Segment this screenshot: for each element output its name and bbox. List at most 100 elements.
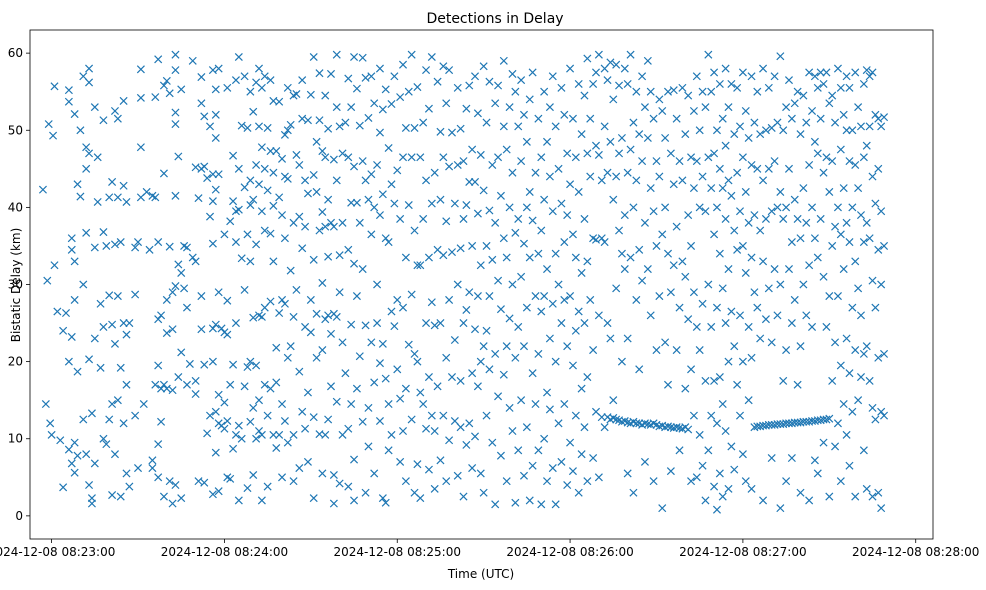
data-point [165, 242, 174, 251]
data-point [502, 342, 511, 351]
data-point [566, 292, 575, 301]
data-point [859, 153, 868, 162]
data-point [545, 334, 554, 343]
data-point [249, 195, 258, 204]
data-point [880, 241, 889, 250]
data-point [655, 172, 664, 181]
data-point [422, 319, 431, 328]
data-point [790, 295, 799, 304]
data-point [197, 292, 206, 301]
data-point [724, 103, 733, 112]
data-point [113, 292, 122, 301]
data-point [367, 338, 376, 347]
data-point [638, 157, 647, 166]
data-point [868, 68, 877, 77]
data-point [782, 477, 791, 486]
data-point [744, 322, 753, 331]
x-tick-label: 2024-12-08 08:28:00 [852, 545, 979, 559]
data-point [868, 276, 877, 285]
data-point [335, 251, 344, 260]
data-point [730, 226, 739, 235]
data-point [586, 114, 595, 123]
data-point [401, 477, 410, 486]
data-point [413, 261, 422, 270]
data-point [260, 226, 269, 235]
data-points [38, 50, 889, 514]
data-point [557, 457, 566, 466]
data-point [171, 66, 180, 75]
data-point [669, 86, 678, 95]
data-point [422, 424, 431, 433]
data-point [243, 484, 252, 493]
data-point [358, 417, 367, 426]
data-point [537, 500, 546, 509]
data-point [82, 228, 91, 237]
data-point [747, 484, 756, 493]
data-point [407, 153, 416, 162]
data-point [859, 238, 868, 247]
data-point [318, 207, 327, 217]
data-point [309, 413, 318, 422]
data-point [205, 122, 215, 131]
data-point [816, 214, 825, 223]
data-point [301, 176, 310, 185]
data-point [378, 494, 387, 503]
data-point [226, 217, 235, 226]
data-point [407, 290, 416, 299]
data-point [678, 176, 687, 185]
data-point [816, 68, 825, 77]
data-point [154, 440, 163, 449]
data-point [494, 276, 503, 285]
data-point [491, 500, 500, 509]
data-point [845, 461, 854, 470]
data-point [422, 66, 431, 75]
data-point [735, 311, 745, 320]
data-point [226, 474, 235, 483]
data-point [868, 403, 877, 412]
data-point [79, 280, 88, 289]
data-point [842, 72, 851, 81]
data-point [537, 226, 546, 235]
data-point [410, 123, 419, 132]
data-point [151, 193, 160, 202]
data-point [730, 465, 739, 474]
data-point [810, 456, 819, 465]
data-point [352, 198, 361, 207]
data-point [499, 234, 508, 243]
data-point [67, 234, 76, 243]
y-tick-label: 60 [8, 46, 23, 60]
data-point [131, 411, 140, 420]
data-point [623, 469, 632, 478]
data-point [200, 162, 209, 171]
data-point [326, 69, 336, 78]
data-point [131, 290, 140, 299]
data-point [341, 369, 350, 378]
data-point [594, 473, 603, 482]
data-point [494, 153, 503, 162]
data-point [312, 353, 321, 362]
data-point [252, 160, 261, 169]
data-point [301, 424, 310, 433]
data-point [831, 442, 840, 451]
data-point [315, 69, 324, 78]
data-point [370, 203, 379, 212]
data-point [586, 295, 595, 304]
data-point [710, 482, 719, 491]
data-point [113, 396, 122, 405]
data-point [413, 460, 422, 469]
data-point [99, 228, 108, 237]
data-point [373, 319, 382, 328]
data-point [50, 261, 59, 270]
data-point [733, 245, 742, 254]
data-point [854, 396, 863, 405]
data-point [810, 234, 819, 243]
data-point [727, 307, 736, 316]
data-point [819, 79, 828, 89]
data-point [623, 79, 632, 89]
data-point [810, 72, 819, 81]
data-point [278, 295, 287, 304]
data-point [589, 346, 598, 355]
data-point [620, 211, 629, 220]
data-point [750, 211, 759, 220]
data-point [246, 357, 255, 366]
